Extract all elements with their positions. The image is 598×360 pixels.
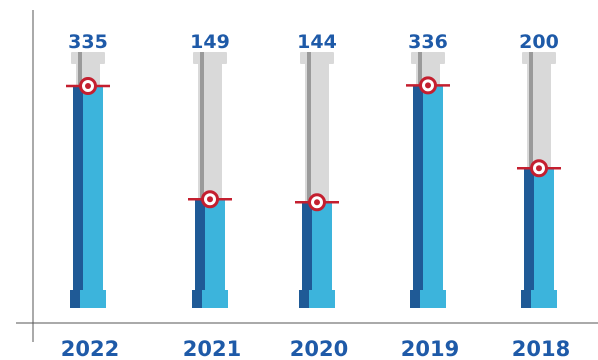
bar-fill-shade [302, 202, 312, 290]
bars-group: 335 2022 149 2021 144 2020 336 2019 200 2018 [61, 31, 570, 360]
value-label-2022: 335 [68, 31, 108, 53]
bar-2021: 149 2021 [183, 31, 241, 360]
tube-cap [300, 52, 334, 64]
tube-shade [529, 64, 533, 169]
bar-base-shade [70, 290, 80, 308]
value-label-2021: 149 [190, 31, 230, 53]
tube-cap-shade [307, 52, 311, 64]
bar-fill-shade [524, 168, 534, 290]
tube-cap-shade [78, 52, 82, 64]
value-label-2020: 144 [297, 31, 337, 53]
level-marker-dot [425, 82, 431, 89]
x-tick-label-2020: 2020 [290, 337, 348, 360]
level-marker-dot [536, 165, 542, 172]
tube-cap-shade [529, 52, 533, 64]
bar-2022: 335 2022 [61, 31, 119, 360]
level-marker-dot [207, 196, 213, 203]
tube-cap [71, 52, 105, 64]
bar-base-shade [521, 290, 531, 308]
x-tick-label-2021: 2021 [183, 337, 241, 360]
bar-base-shade [410, 290, 420, 308]
x-tick-label-2022: 2022 [61, 337, 119, 360]
bar-base-shade [192, 290, 202, 308]
bar-2020: 144 2020 [290, 31, 348, 360]
value-label-2019: 336 [408, 31, 448, 53]
tube-shade [307, 64, 311, 203]
bar-2019: 336 2019 [401, 31, 459, 360]
tube-shade [418, 64, 422, 86]
tube-cap [411, 52, 445, 64]
x-tick-label-2018: 2018 [512, 337, 570, 360]
bar-base-shade [299, 290, 309, 308]
tube-cap-shade [418, 52, 422, 64]
bar-fill-shade [413, 85, 423, 290]
level-marker-dot [314, 199, 320, 206]
tube-shade [78, 64, 82, 86]
value-label-2018: 200 [519, 31, 559, 53]
tube-cap-shade [200, 52, 204, 64]
tube-cap [193, 52, 227, 64]
bar-fill-shade [195, 199, 205, 290]
level-marker-dot [85, 83, 91, 89]
bar-2018: 200 2018 [512, 31, 570, 360]
bar-fill-shade [73, 86, 83, 290]
tube-shade [200, 64, 204, 200]
tube-cap [522, 52, 556, 64]
x-tick-label-2019: 2019 [401, 337, 459, 360]
